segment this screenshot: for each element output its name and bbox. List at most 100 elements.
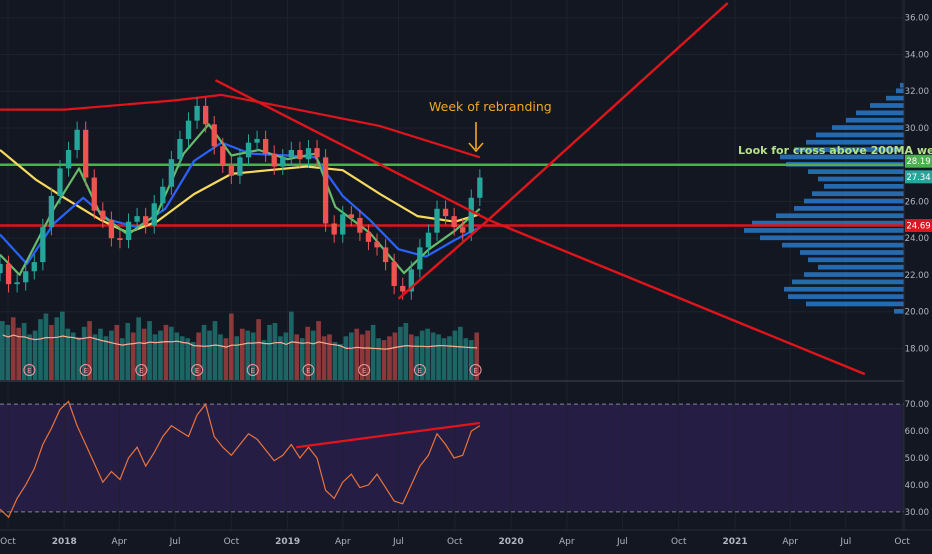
volume-bar bbox=[32, 330, 38, 380]
volume-bar bbox=[245, 330, 251, 380]
rsi-tick-label: 30.00 bbox=[905, 508, 929, 518]
volume-bar bbox=[81, 326, 87, 380]
candle-body bbox=[280, 157, 286, 167]
earnings-marker bbox=[413, 364, 426, 376]
volume-bar bbox=[0, 321, 5, 380]
candle-body bbox=[340, 214, 346, 235]
candle-body bbox=[5, 263, 12, 285]
candle-body bbox=[408, 269, 414, 292]
earnings-marker bbox=[469, 364, 482, 376]
time-tick-label: Jul bbox=[392, 537, 404, 547]
candle-body bbox=[160, 186, 166, 204]
time-tick-label: 2019 bbox=[275, 537, 300, 547]
price-label-text: 24.69 bbox=[906, 222, 930, 232]
rebranding-note: Week of rebranding bbox=[429, 99, 552, 114]
candle-body bbox=[194, 105, 200, 121]
trend-line bbox=[487, 2, 729, 221]
volume-bar bbox=[452, 330, 458, 380]
time-tick-label: Oct bbox=[894, 537, 910, 547]
profile-row bbox=[818, 176, 904, 182]
time-tick-label: Oct bbox=[447, 537, 463, 547]
candle-body bbox=[348, 214, 354, 218]
earnings-marker bbox=[246, 364, 259, 376]
time-tick-label: Oct bbox=[224, 537, 240, 547]
candle-body bbox=[117, 238, 123, 241]
volume-bar bbox=[59, 311, 65, 380]
volume-bar bbox=[196, 332, 201, 380]
volume-bar bbox=[283, 332, 289, 380]
candle-body bbox=[211, 124, 217, 147]
profile-row bbox=[800, 250, 904, 255]
profile-row bbox=[806, 301, 904, 307]
volume-bar bbox=[70, 332, 76, 380]
earnings-marker-label: E bbox=[251, 367, 255, 375]
rebranding-annotation[interactable]: Week of rebranding bbox=[429, 99, 552, 153]
volume-bar bbox=[250, 332, 256, 380]
candle-body bbox=[451, 216, 457, 228]
volume-bar bbox=[21, 323, 27, 380]
rsi-tick-label: 70.00 bbox=[905, 400, 929, 410]
candle-body bbox=[151, 203, 157, 226]
volume-bar bbox=[316, 321, 321, 380]
volume-bar bbox=[119, 338, 125, 380]
cross-above-note[interactable]: Look for cross above 200MA weekly bbox=[738, 144, 932, 157]
profile-row bbox=[744, 228, 904, 233]
candle-body bbox=[228, 164, 235, 176]
volume-bar bbox=[201, 324, 207, 380]
volume-bar bbox=[5, 324, 11, 380]
time-axis[interactable]: Oct 2018 Apr Jul Oct 2019 Apr Jul Oct 2020 Apr Jul O… bbox=[0, 537, 910, 547]
profile-row bbox=[792, 279, 904, 285]
candle-body bbox=[468, 197, 474, 233]
volume-bar bbox=[299, 338, 305, 380]
candle-body bbox=[177, 138, 183, 160]
volume-bar bbox=[130, 332, 136, 380]
candle-body bbox=[297, 149, 303, 160]
volume-bar bbox=[109, 330, 114, 380]
volume-bar bbox=[92, 334, 98, 380]
time-tick-label: Jul bbox=[839, 537, 851, 547]
time-tick-label: Oct bbox=[0, 537, 16, 547]
volume-bar bbox=[441, 338, 447, 380]
volume-bar bbox=[103, 336, 109, 380]
trend-line bbox=[487, 218, 866, 376]
volume-bar bbox=[169, 326, 174, 380]
profile-row bbox=[856, 110, 904, 116]
candle-body bbox=[314, 148, 320, 158]
profile-row bbox=[846, 117, 904, 123]
trend-line bbox=[397, 218, 490, 300]
candle-body bbox=[434, 208, 440, 233]
rsi-divergence-line bbox=[296, 421, 480, 449]
profile-row bbox=[832, 125, 904, 130]
candle-body bbox=[400, 285, 406, 292]
earnings-marker-label: E bbox=[473, 367, 477, 375]
price-label-box bbox=[905, 154, 932, 168]
trend-line bbox=[214, 79, 489, 221]
profile-row bbox=[824, 183, 904, 189]
earnings-marker bbox=[23, 364, 36, 376]
volume-bar bbox=[136, 317, 141, 380]
volume-sma-line bbox=[2, 334, 478, 350]
price-tick-label: 30.00 bbox=[905, 124, 929, 134]
candle-body bbox=[220, 146, 226, 165]
volume-bar bbox=[458, 326, 463, 380]
profile-row bbox=[776, 213, 904, 219]
profile-row bbox=[808, 257, 904, 263]
volume-bar bbox=[294, 334, 300, 380]
candle-body bbox=[100, 210, 106, 220]
volume-bar bbox=[141, 328, 147, 380]
volume-bar bbox=[43, 313, 49, 380]
earnings-marker-label: E bbox=[418, 367, 422, 375]
volume-bar bbox=[398, 326, 403, 380]
time-tick-label: Apr bbox=[335, 537, 351, 547]
candle-body bbox=[477, 177, 483, 198]
volume-bar bbox=[430, 332, 436, 380]
earnings-marker bbox=[135, 364, 148, 376]
candle-body bbox=[357, 217, 363, 233]
candle-body bbox=[460, 227, 466, 233]
rsi-axis[interactable]: 70.00 60.00 50.00 40.00 30.00 bbox=[905, 400, 929, 518]
volume-bar bbox=[403, 323, 409, 380]
volume-bar bbox=[114, 324, 120, 380]
candle-body bbox=[185, 120, 192, 139]
price-tick-label: 36.00 bbox=[905, 14, 929, 24]
